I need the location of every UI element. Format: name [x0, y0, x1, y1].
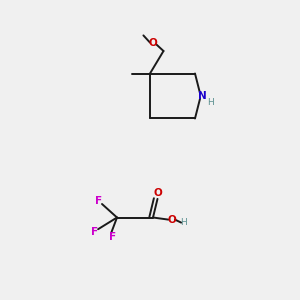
Text: O: O [153, 188, 162, 199]
Text: F: F [91, 226, 98, 237]
Text: F: F [109, 232, 116, 242]
Text: H: H [180, 218, 187, 227]
Text: O: O [148, 38, 158, 49]
Text: N: N [198, 91, 207, 101]
Text: H: H [208, 98, 214, 107]
Text: F: F [95, 196, 103, 206]
Text: O: O [167, 214, 176, 225]
